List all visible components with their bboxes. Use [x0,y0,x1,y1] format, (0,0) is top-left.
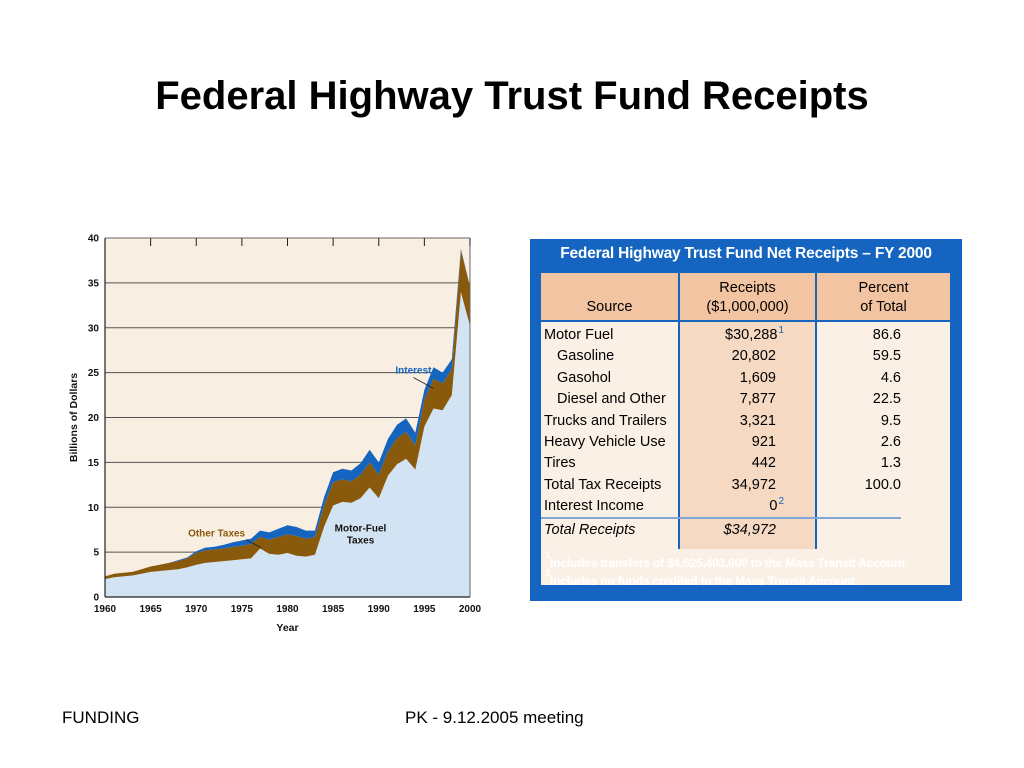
y-tick-label: 30 [88,323,100,334]
row-receipts: 1,609 [739,369,776,386]
header-percent: Percent of Total [817,273,950,320]
x-tick-label: 1970 [185,604,208,615]
interest-pointer [413,377,434,389]
y-tick-label: 25 [88,368,100,379]
header-divider [541,320,950,322]
y-tick-label: 5 [93,548,99,559]
receipts-column-shade [678,322,815,549]
row-percent: 9.5 [880,412,901,429]
row-receipts: 921 [751,434,776,450]
total-divider [541,517,901,519]
row-percent: 22.5 [872,391,901,408]
table-title: Federal Highway Trust Fund Net Receipts … [560,245,932,262]
x-tick-label: 1995 [413,604,436,615]
row-receipts: 34,972 [731,476,776,493]
row-percent: 4.6 [880,369,901,386]
row-percent: 1.3 [880,455,901,472]
table-row: Motor Fuel $30,2881 86.6 [541,325,950,346]
other-taxes-area [105,250,470,580]
table-row: Trucks and Trailers 3,321 9.5 [541,411,950,432]
receipts-area-chart: 0 5 10 15 20 25 30 35 40 1960 1965 1970 1975 1980 1985… [68,234,482,635]
footnote-ref: 1 [778,325,784,336]
table-total-row: Total Receipts $34,972 [541,520,950,541]
footnote-ref: 2 [778,496,784,508]
footnote-1: 1 Includes transfers of $4,625,403,000 t… [545,550,970,570]
table-row: Gasohol 1,609 4.6 [541,368,950,389]
table-row: Gasoline 20,802 59.5 [541,346,950,367]
net-receipts-table-panel: Federal Highway Trust Fund Net Receipts … [530,239,962,601]
row-receipts: 7,877 [739,391,776,408]
y-tick-label: 35 [88,278,100,289]
motor-fuel-area [105,291,470,597]
table-row: Diesel and Other 7,877 22.5 [541,389,950,410]
row-source: Total Tax Receipts [544,476,662,493]
x-tick-label: 1965 [140,604,163,615]
y-tick-label: 20 [88,413,100,424]
motor-fuel-label: Taxes [347,535,375,546]
y-tick-label: 40 [88,234,100,245]
total-receipts: $34,972 [723,522,776,538]
x-tick-label: 1985 [322,604,345,615]
row-receipts: 3,321 [739,412,776,429]
y-axis-label: Billions of Dollars [68,373,80,462]
header-source: Source [541,273,678,320]
row-source: Gasohol [557,369,612,386]
footer-label: FUNDING [62,708,140,727]
footnote-text: Includes no funds credited to the Mass T… [550,574,858,588]
table-body: Source Receipts ($1,000,000) Percent of To… [541,273,950,585]
x-tick-label: 2000 [459,604,482,615]
x-tick-label: 1960 [94,604,117,615]
row-source: Heavy Vehicle Use [544,434,666,450]
y-tick-label: 15 [88,458,100,469]
column-divider [678,273,680,549]
row-percent: 100.0 [864,476,901,493]
x-tick-label: 1975 [231,604,254,615]
other-taxes-label: Other Taxes [188,529,245,540]
row-source: Trucks and Trailers [544,412,667,429]
interest-label: Interest [395,366,432,377]
footer-meeting: PK - 9.12.2005 meeting [405,708,584,727]
column-divider [815,273,817,549]
row-source: Interest Income [544,498,644,515]
row-source: Gasoline [557,348,615,365]
row-percent: 59.5 [872,348,901,365]
row-receipts: 20,802 [731,348,776,365]
x-tick-label: 1990 [368,604,391,615]
other-taxes-pointer [245,539,262,549]
footnote-mark: 2 [545,568,551,579]
table-row: Total Tax Receipts 34,972 100.0 [541,475,950,496]
row-receipts: 442 [751,455,776,472]
header-receipts: Receipts ($1,000,000) [680,273,815,320]
x-axis-label: Year [276,622,298,634]
table-row: Interest Income 02 [541,496,950,517]
row-percent: 86.6 [872,327,901,343]
footnote-mark: 1 [545,550,551,561]
table-row: Heavy Vehicle Use 921 2.6 [541,432,950,453]
row-source: Tires [544,455,576,472]
motor-fuel-label: Motor-Fuel [335,523,387,534]
row-source: Diesel and Other [557,391,666,408]
x-tick-label: 1980 [276,604,299,615]
y-tick-label: 0 [93,593,99,604]
row-receipts: 02 [769,496,784,515]
row-source: Motor Fuel [544,327,614,343]
row-receipts: $30,2881 [725,325,784,343]
footnote-2: 2 Includes no funds credited to the Mass… [545,568,970,588]
total-source: Total Receipts [544,522,636,538]
table-row: Tires 442 1.3 [541,453,950,474]
slide-title: Federal Highway Trust Fund Receipts [155,74,869,118]
footnote-text: Includes transfers of $4,625,403,000 to … [550,556,909,570]
y-tick-label: 10 [88,503,100,514]
row-percent: 2.6 [880,434,901,450]
